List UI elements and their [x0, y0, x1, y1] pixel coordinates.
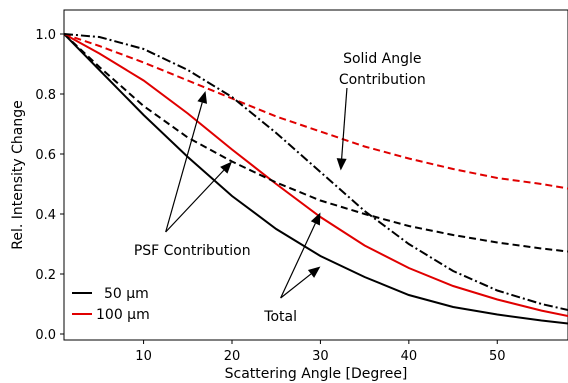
x-tick-label: 10 — [135, 349, 152, 364]
legend-label-50um: 50 µm — [104, 286, 149, 302]
series-line-psf-contribution-50 — [64, 33, 568, 253]
annotation-arrow-head — [307, 266, 321, 278]
legend-label-100um: 100 µm — [96, 307, 150, 323]
arrow-layer — [165, 87, 348, 299]
y-tick-label: 0.4 — [35, 208, 56, 223]
legend: 50 µm 100 µm — [72, 286, 150, 323]
annotation-arrow-head — [336, 158, 347, 171]
annotation-arrow-head — [197, 91, 208, 104]
x-tick-label: 30 — [312, 349, 329, 364]
series-line-solid-angle-contribution — [64, 33, 568, 311]
series-layer — [64, 33, 568, 325]
y-axis-label: Rel. Intensity Change — [10, 100, 26, 250]
annotation-arrow-head — [220, 161, 232, 174]
x-tick-label: 40 — [401, 349, 418, 364]
series-line-psf-contribution-100 — [64, 33, 568, 190]
annotation-contribution: Contribution — [339, 72, 426, 88]
annotation-arrow-shaft — [341, 87, 348, 159]
series-line-total — [64, 33, 568, 317]
y-tick-label: 0.6 — [35, 148, 56, 163]
annotation-arrow-shaft — [280, 273, 312, 299]
plot-frame — [63, 9, 568, 341]
x-tick-label: 20 — [224, 349, 241, 364]
tick-layer: 10 20 30 40 50 0.0 0.2 0.4 0.6 0.8 1.0 — [35, 28, 505, 364]
annotation-psf-contribution: PSF Contribution — [134, 243, 251, 259]
annotation-arrow-head — [310, 212, 321, 226]
annotation-arrow-shaft — [280, 223, 316, 299]
annotation-arrow-shaft — [165, 102, 203, 233]
y-tick-label: 0.0 — [35, 328, 56, 343]
annotation-total: Total — [263, 309, 297, 325]
y-tick-label: 0.8 — [35, 88, 56, 103]
x-tick-label: 50 — [489, 349, 506, 364]
x-axis-label: Scattering Angle [Degree] — [225, 366, 408, 382]
annotation-arrow-shaft — [165, 169, 225, 233]
annotation-solid-angle: Solid Angle — [343, 51, 421, 67]
y-tick-label: 1.0 — [35, 28, 56, 43]
y-tick-label: 0.2 — [35, 268, 56, 283]
series-line-total — [64, 33, 568, 325]
